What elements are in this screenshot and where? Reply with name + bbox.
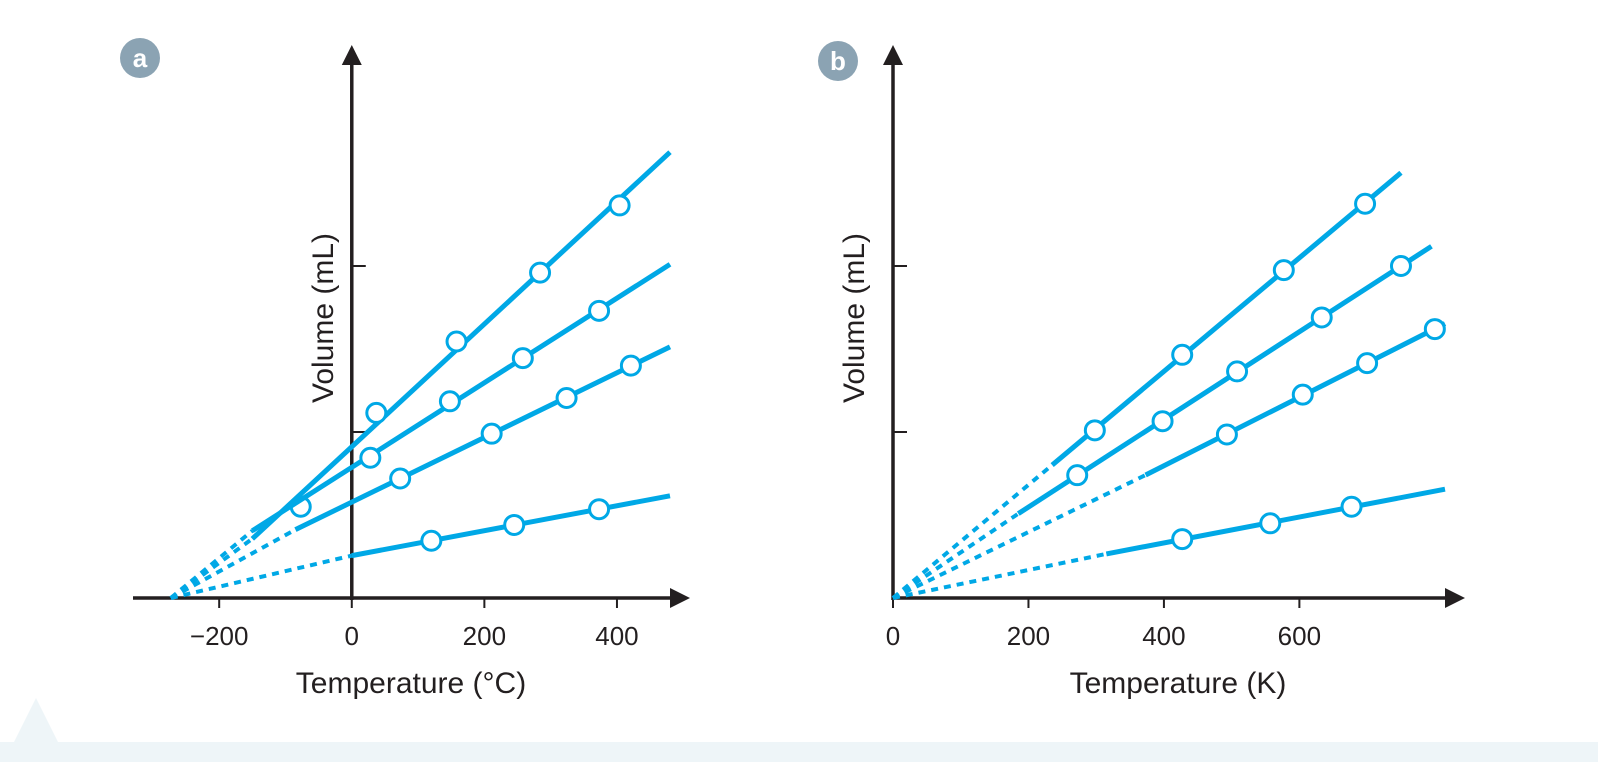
- data-point: [1272, 259, 1295, 282]
- data-point: [438, 390, 461, 413]
- x-tick-label: 200: [1007, 621, 1050, 651]
- y-axis-arrow: [341, 45, 362, 65]
- x-tick-label: −200: [190, 621, 249, 651]
- data-point: [511, 347, 534, 370]
- x-tick-label: 400: [1142, 621, 1185, 651]
- x-tick-label: 0: [886, 621, 900, 651]
- data-point: [1171, 343, 1194, 366]
- data-point: [1083, 419, 1106, 442]
- data-point: [1291, 383, 1314, 406]
- footer-triangle-decoration: [14, 698, 58, 742]
- data-point: [588, 498, 611, 521]
- y-axis-arrow: [883, 45, 903, 65]
- data-point: [480, 422, 503, 445]
- data-point: [588, 299, 611, 322]
- data-point: [1066, 464, 1089, 487]
- data-point: [365, 401, 388, 424]
- data-point: [445, 330, 468, 353]
- x-axis-label: Temperature (°C): [296, 667, 526, 700]
- panel-badge-label: a: [133, 43, 148, 73]
- data-point: [1171, 528, 1194, 551]
- chart-panel-a: −200 0 200 400 Volume (mL) Temperature (°C) a: [120, 38, 690, 700]
- x-tick-label: 600: [1278, 621, 1321, 651]
- x-tick-label: 400: [595, 621, 638, 651]
- data-point: [1310, 306, 1333, 329]
- series-dashed-extrapolation: [169, 527, 297, 600]
- series-dashed-extrapolation: [169, 529, 254, 600]
- panel-badge: [818, 41, 858, 81]
- y-axis-label: Volume (mL): [307, 233, 340, 403]
- data-point: [1356, 352, 1379, 375]
- series-dashed-extrapolation: [170, 553, 353, 600]
- y-axis-label: Volume (mL): [838, 233, 871, 403]
- data-point: [1340, 495, 1363, 518]
- data-point: [1354, 192, 1377, 215]
- data-point: [608, 194, 631, 217]
- panel-badge: [120, 38, 160, 78]
- x-axis-arrow: [670, 588, 690, 608]
- series-dashed-extrapolation: [891, 511, 1020, 600]
- data-point: [1226, 360, 1249, 383]
- data-point: [503, 513, 526, 536]
- data-point: [1389, 255, 1412, 277]
- data-point: [359, 446, 382, 469]
- data-point: [1215, 423, 1238, 446]
- series-dashed-extrapolation: [891, 463, 1054, 600]
- x-axis-arrow: [1445, 588, 1465, 608]
- data-point: [619, 354, 642, 377]
- x-axis-label: Temperature (K): [1070, 667, 1287, 700]
- data-point: [1259, 512, 1282, 535]
- series-dashed-extrapolation: [892, 551, 1107, 600]
- data-point: [529, 261, 552, 284]
- series-line: [1016, 244, 1433, 516]
- panel-badge-label: b: [830, 46, 846, 76]
- series-dashed-extrapolation: [892, 473, 1147, 600]
- data-point: [1151, 410, 1174, 433]
- data-point: [1423, 318, 1446, 341]
- data-point: [420, 529, 443, 552]
- data-point: [389, 467, 412, 490]
- data-point: [555, 386, 578, 409]
- series-line: [1050, 170, 1403, 467]
- x-tick-label: 0: [345, 621, 359, 651]
- footer-band: [0, 742, 1598, 762]
- x-tick-label: 200: [463, 621, 506, 651]
- chart-panel-b: 0 200 400 600 Volume (mL) Temperature (K) b: [818, 41, 1465, 700]
